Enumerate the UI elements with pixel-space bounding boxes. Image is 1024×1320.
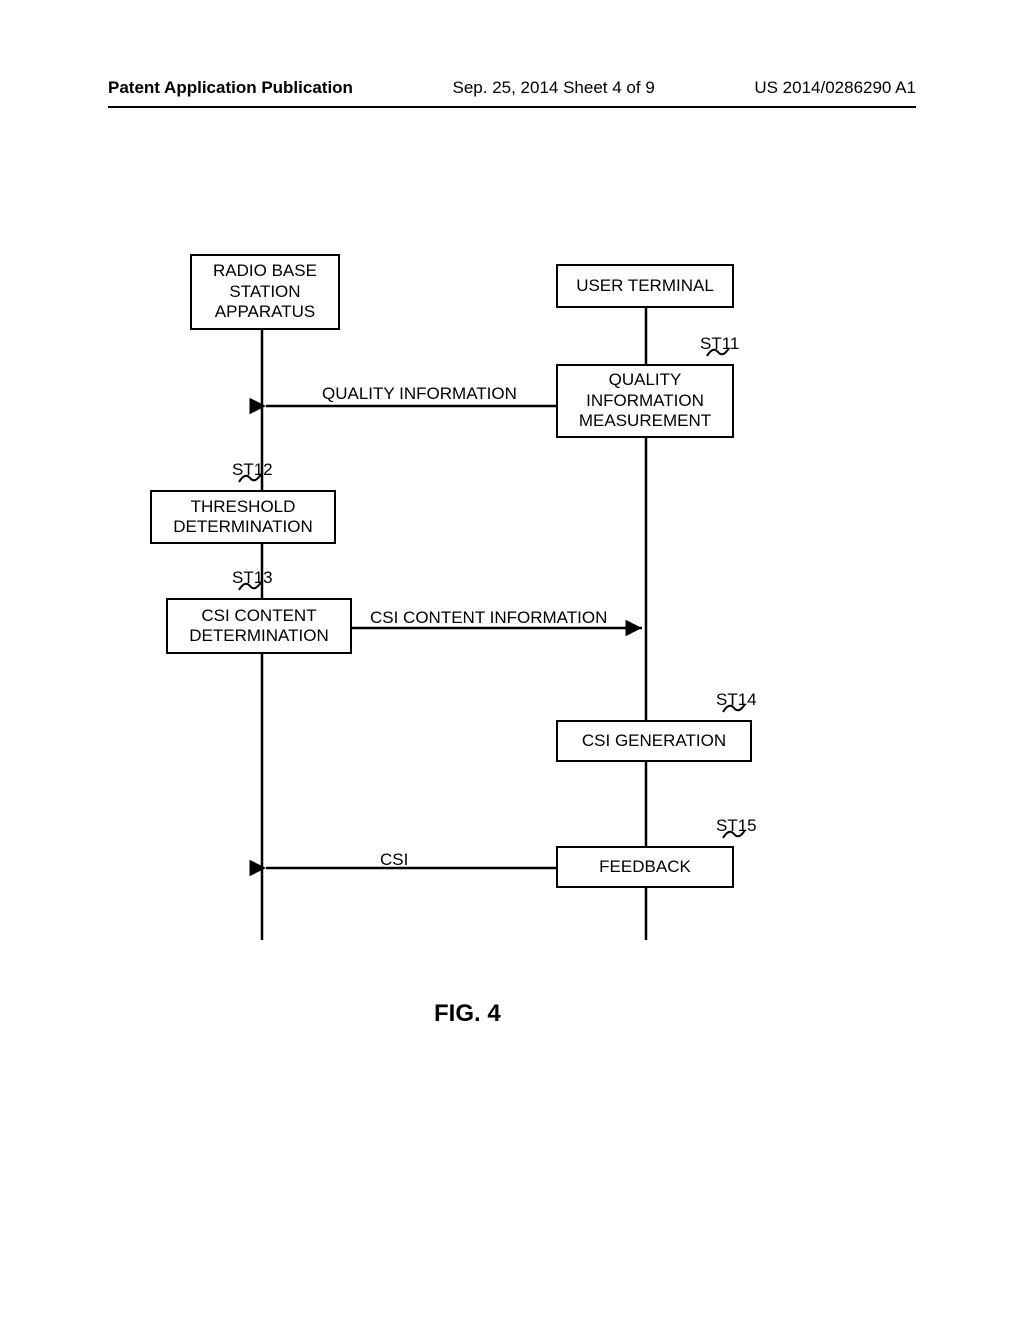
diagram-svg xyxy=(0,0,1024,1320)
box-quality-info-measurement: QUALITYINFORMATIONMEASUREMENT xyxy=(556,364,734,438)
box-user-terminal-text: USER TERMINAL xyxy=(576,276,714,296)
box-user-terminal: USER TERMINAL xyxy=(556,264,734,308)
page: Patent Application Publication Sep. 25, … xyxy=(0,0,1024,1320)
box-quality-info-measurement-text: QUALITYINFORMATIONMEASUREMENT xyxy=(579,370,711,431)
box-threshold-determination: THRESHOLDDETERMINATION xyxy=(150,490,336,544)
header-rule xyxy=(108,106,916,108)
label-st14: ST14 xyxy=(716,690,757,710)
box-radio-base-station: RADIO BASESTATIONAPPARATUS xyxy=(190,254,340,330)
box-feedback: FEEDBACK xyxy=(556,846,734,888)
box-csi-generation-text: CSI GENERATION xyxy=(582,731,726,751)
label-quality-information: QUALITY INFORMATION xyxy=(322,384,517,404)
label-st11: ST11 xyxy=(700,334,739,354)
label-st12: ST12 xyxy=(232,460,273,480)
label-csi-content-information: CSI CONTENT INFORMATION xyxy=(370,608,607,628)
box-feedback-text: FEEDBACK xyxy=(599,857,691,877)
label-st13: ST13 xyxy=(232,568,273,588)
header-left: Patent Application Publication xyxy=(108,78,353,98)
label-st15: ST15 xyxy=(716,816,757,836)
page-header: Patent Application Publication Sep. 25, … xyxy=(0,78,1024,98)
header-center: Sep. 25, 2014 Sheet 4 of 9 xyxy=(453,78,655,98)
box-radio-base-station-text: RADIO BASESTATIONAPPARATUS xyxy=(213,261,317,322)
box-csi-generation: CSI GENERATION xyxy=(556,720,752,762)
box-csi-content-determination: CSI CONTENTDETERMINATION xyxy=(166,598,352,654)
box-threshold-determination-text: THRESHOLDDETERMINATION xyxy=(173,497,312,538)
box-csi-content-determination-text: CSI CONTENTDETERMINATION xyxy=(189,606,328,647)
figure-label: FIG. 4 xyxy=(434,1000,501,1028)
header-right: US 2014/0286290 A1 xyxy=(754,78,916,98)
label-csi: CSI xyxy=(380,850,408,870)
